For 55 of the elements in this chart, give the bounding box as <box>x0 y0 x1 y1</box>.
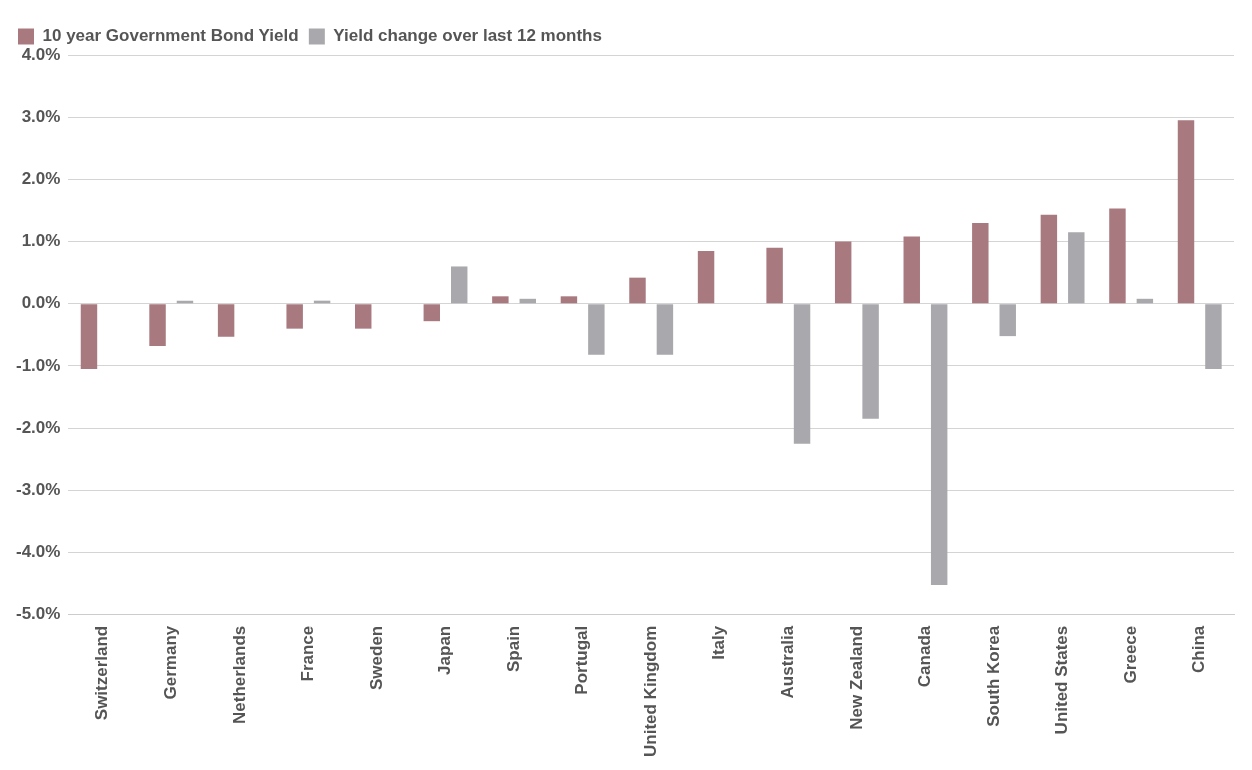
bar <box>656 304 674 355</box>
y-tick-label: 2.0% <box>21 169 61 189</box>
bar <box>930 304 948 585</box>
x-tick-label: Germany <box>160 625 180 700</box>
x-tick-label: South Korea <box>983 625 1003 727</box>
x-tick-label: Sweden <box>366 625 386 690</box>
bar <box>149 304 166 347</box>
bar <box>1205 304 1222 370</box>
bar <box>80 304 98 370</box>
x-tick-label: Portugal <box>572 625 592 695</box>
bar <box>999 304 1016 337</box>
bar <box>286 304 303 329</box>
y-tick-label: -3.0% <box>15 480 61 500</box>
y-tick-label: -1.0% <box>15 355 61 375</box>
bar <box>588 304 605 355</box>
x-tick-label: Switzerland <box>92 625 112 721</box>
bar <box>1040 214 1058 304</box>
legend-label: 10 year Government Bond Yield <box>42 26 299 46</box>
bar <box>766 247 783 304</box>
bar <box>560 296 578 304</box>
bar <box>1068 232 1085 304</box>
legend-label: Yield change over last 12 months <box>333 26 602 46</box>
bar <box>423 304 441 322</box>
bar <box>834 241 852 304</box>
bar <box>492 296 509 304</box>
y-tick-label: -2.0% <box>15 417 61 437</box>
bar <box>629 277 646 304</box>
x-tick-label: Australia <box>778 625 798 699</box>
bar <box>451 266 468 304</box>
x-tick-label: Netherlands <box>229 625 249 724</box>
x-tick-label: Italy <box>709 625 729 660</box>
bar <box>355 304 372 329</box>
bar <box>903 236 920 304</box>
bar <box>972 222 989 304</box>
y-tick-label: 0.0% <box>21 293 61 313</box>
y-tick-label: 3.0% <box>21 106 61 126</box>
x-tick-label: France <box>298 625 318 682</box>
x-tick-label: United Kingdom <box>640 625 660 758</box>
x-tick-label: New Zealand <box>846 625 866 730</box>
y-tick-label: -5.0% <box>15 604 61 624</box>
bar <box>793 304 811 444</box>
x-tick-label: Canada <box>915 625 935 688</box>
bar <box>1177 120 1195 304</box>
bar <box>697 250 715 304</box>
y-tick-label: 4.0% <box>21 44 61 64</box>
x-tick-label: Japan <box>435 625 455 675</box>
x-tick-label: Spain <box>503 625 523 673</box>
bar <box>862 304 879 419</box>
x-tick-label: United States <box>1052 625 1072 735</box>
y-tick-label: -4.0% <box>15 542 61 562</box>
x-tick-label: China <box>1189 625 1209 673</box>
bar <box>217 304 235 337</box>
x-tick-label: Greece <box>1120 625 1140 684</box>
y-tick-label: 1.0% <box>21 231 61 251</box>
bar <box>1109 208 1126 304</box>
